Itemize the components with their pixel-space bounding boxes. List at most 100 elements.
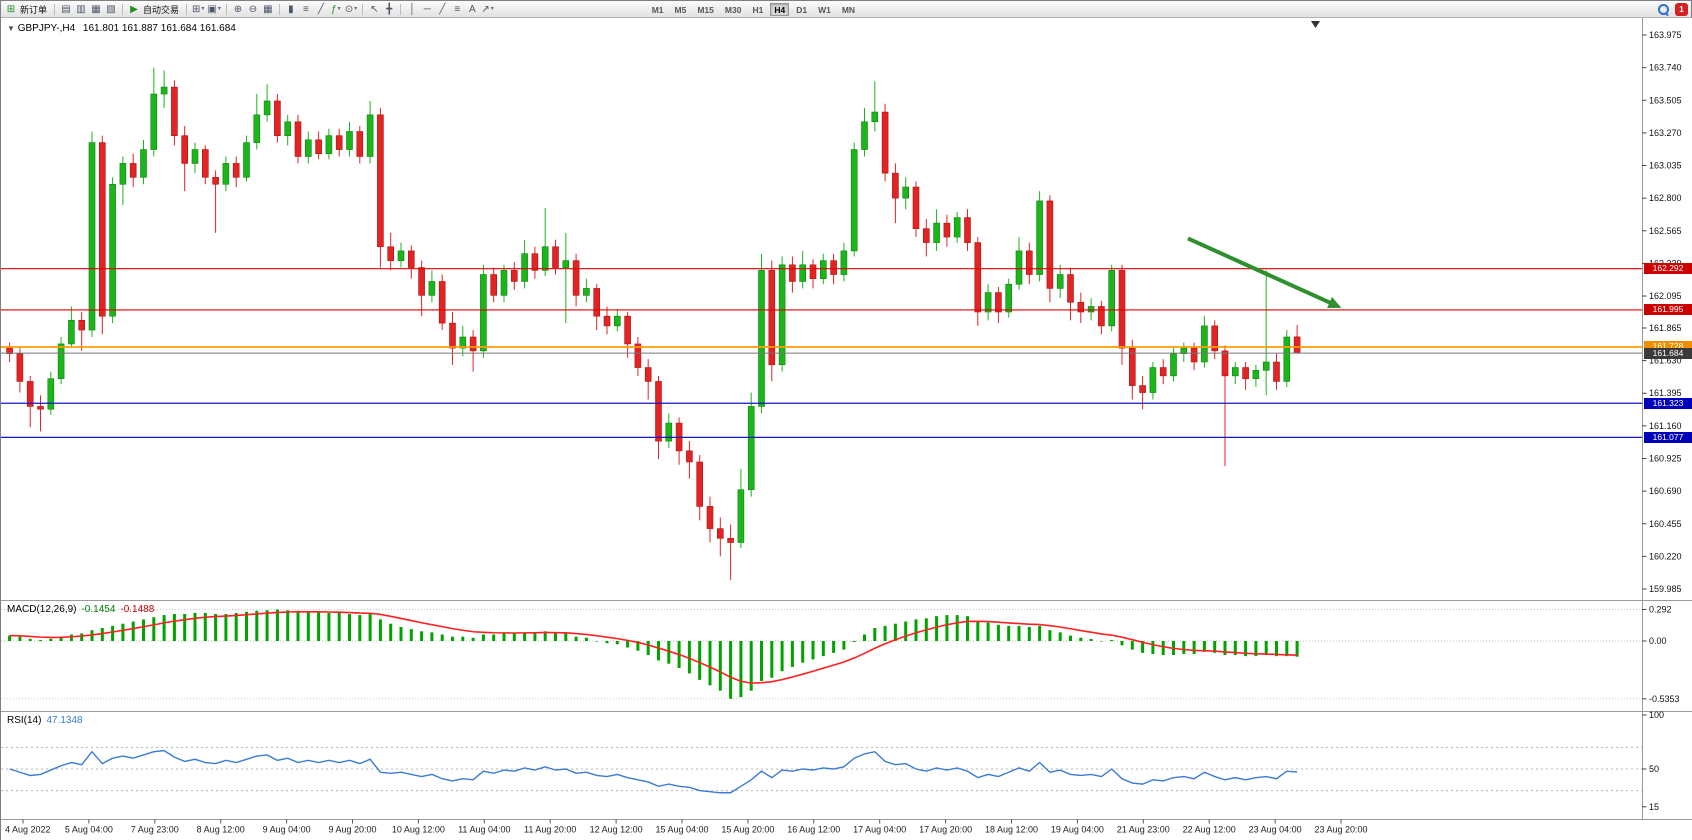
bar-mode-icon[interactable]: ≡ — [302, 3, 309, 15]
time-axis-label: 19 Aug 04:00 — [1051, 825, 1104, 835]
price-badge-resistance-line-1: 162.292 — [1644, 263, 1692, 275]
collapse-arrow-icon[interactable]: ▼ — [7, 24, 15, 33]
toolbar-separator — [362, 3, 364, 15]
symbol-period-label: GBPJPY-,H4 — [17, 23, 76, 34]
price-badge-resistance-line-2: 161.995 — [1644, 304, 1692, 316]
macd-name: MACD(12,26,9) — [7, 604, 77, 615]
profiles-icon[interactable]: ▣ ▾ — [207, 3, 221, 15]
search-icon[interactable] — [1657, 3, 1670, 16]
fibonacci-icon[interactable]: ≡ — [454, 3, 461, 15]
trendline-icon[interactable]: ╱ — [439, 3, 446, 15]
dropdown-caret-icon: ▾ — [201, 5, 205, 12]
cursor-icon[interactable]: ↖ — [370, 3, 379, 15]
dropdown-caret-icon: ▾ — [217, 5, 221, 12]
time-axis-label: 18 Aug 12:00 — [985, 825, 1038, 835]
rsi-name: RSI(14) — [7, 715, 42, 726]
price-axis-label: 163.270 — [1649, 128, 1682, 138]
chart-window[interactable]: 163.975 163.740 163.505 163.270 163.035 162.8… — [1, 18, 1692, 840]
new-order-icon[interactable]: ⊞ — [6, 3, 16, 15]
macd-axis-label: -0.5353 — [1649, 694, 1680, 704]
time-axis-label: 4 Aug 2022 — [5, 825, 51, 835]
timeframe-button-h1[interactable]: H1 — [752, 4, 764, 15]
rsi-axis-label: 15 — [1649, 802, 1659, 812]
macd-pane: 0.292 0.00 -0.5353 — [1, 604, 1680, 704]
price-axis-label: 162.095 — [1649, 291, 1682, 301]
text-tool-icon[interactable]: A — [468, 3, 476, 15]
toolbar-separator — [122, 3, 124, 15]
terminal-icon[interactable]: ▧ — [106, 3, 116, 15]
dropdown-caret-icon: ▾ — [337, 5, 341, 12]
macd-axis-label: 0.292 — [1649, 604, 1672, 614]
periods-icon[interactable]: ⊙ ▾ — [344, 3, 358, 15]
time-axis-label: 9 Aug 04:00 — [263, 825, 311, 835]
price-axis-label: 163.505 — [1649, 95, 1682, 105]
market-watch-icon[interactable]: ▤ — [61, 3, 71, 15]
candle-mode-icon[interactable]: ▮ — [288, 3, 294, 15]
auto-trading-icon[interactable]: ▶ — [130, 3, 138, 15]
price-axis-label: 161.865 — [1649, 323, 1682, 333]
timeframe-button-w1[interactable]: W1 — [818, 4, 831, 15]
vertical-line-icon[interactable]: │ — [409, 3, 416, 15]
indicators-icon[interactable]: ƒ ▾ — [331, 3, 341, 15]
time-axis-label: 23 Aug 20:00 — [1314, 825, 1367, 835]
arrows-tool-icon[interactable]: ↗ ▾ — [481, 3, 494, 15]
timeframe-button-mn[interactable]: MN — [841, 4, 856, 15]
rsi-axis-label: 50 — [1649, 764, 1659, 774]
timeframe-button-m15[interactable]: M15 — [697, 4, 714, 15]
tile-windows-icon[interactable]: ▦ — [263, 3, 273, 15]
notification-badge[interactable]: 1 — [1675, 2, 1688, 16]
time-axis-label: 10 Aug 12:00 — [392, 825, 445, 835]
horizontal-line-icon[interactable]: ─ — [423, 3, 431, 15]
rsi-pane: 100 50 15 — [1, 710, 1664, 812]
trend-arrow[interactable] — [1187, 236, 1342, 308]
price-lines-layer — [1, 268, 1642, 438]
navigator-icon[interactable]: ▦ — [91, 3, 101, 15]
rsi-indicator-label: RSI(14) 47.1348 — [7, 715, 83, 726]
chart-shift-marker-icon[interactable] — [1311, 21, 1320, 28]
price-axis-label: 159.985 — [1649, 584, 1682, 594]
time-axis-label: 7 Aug 23:00 — [131, 825, 179, 835]
time-axis-label: 8 Aug 12:00 — [197, 825, 245, 835]
macd-main-value: -0.1454 — [81, 604, 116, 615]
macd-indicator-label: MACD(12,26,9) -0.1454 -0.1488 — [7, 604, 154, 615]
price-badge-support-line-1: 161.323 — [1644, 397, 1692, 409]
price-badge-bid-price-line: 161.684 — [1644, 347, 1692, 359]
new-order-button[interactable]: 新订单 — [20, 4, 48, 15]
time-axis-label: 17 Aug 04:00 — [853, 825, 906, 835]
candles-layer — [6, 67, 1301, 580]
data-window-icon[interactable]: ▥ — [76, 3, 86, 15]
timeframe-button-m30[interactable]: M30 — [724, 4, 742, 15]
timeframe-button-h4[interactable]: H4 — [770, 2, 790, 16]
timeframe-button-d1[interactable]: D1 — [796, 4, 808, 15]
toolbar-separator — [54, 3, 56, 15]
price-badge-pivot-line: 161.728 — [1644, 341, 1692, 353]
time-axis-label: 23 Aug 04:00 — [1249, 825, 1302, 835]
time-axis-label: 22 Aug 12:00 — [1183, 825, 1236, 835]
timeframe-button-m5[interactable]: M5 — [674, 4, 687, 15]
zoom-in-icon[interactable]: ⊕ — [233, 3, 243, 15]
price-axis-label: 161.630 — [1649, 356, 1682, 366]
time-axis-label: 21 Aug 23:00 — [1117, 825, 1170, 835]
toolbar-separator — [186, 3, 188, 15]
time-axis-label: 5 Aug 04:00 — [65, 825, 113, 835]
time-axis-label: 17 Aug 20:00 — [919, 825, 972, 835]
time-axis-label: 16 Aug 12:00 — [787, 825, 840, 835]
chart-title: ▼ GBPJPY-,H4 161.801 161.887 161.684 161… — [7, 23, 236, 34]
macd-signal-value: -0.1488 — [120, 604, 155, 615]
timeframe-button-m1[interactable]: M1 — [651, 4, 664, 15]
line-mode-icon[interactable]: ╱ — [317, 3, 324, 15]
price-axis-label: 162.800 — [1649, 193, 1682, 203]
crosshair-icon[interactable]: ╋ — [386, 3, 393, 15]
ohlc-values: 161.801 161.887 161.684 161.684 — [82, 23, 236, 34]
price-axis-label: 163.740 — [1649, 63, 1682, 73]
new-chart-icon[interactable]: ⊞ ▾ — [192, 3, 205, 15]
price-axis-label: 163.975 — [1649, 30, 1682, 40]
time-axis-label: 11 Aug 04:00 — [458, 825, 510, 835]
auto-trading-button[interactable]: 自动交易 — [143, 4, 180, 15]
zoom-out-icon[interactable]: ⊖ — [248, 3, 258, 15]
macd-axis-label: 0.00 — [1649, 636, 1667, 646]
time-axis-label: 12 Aug 12:00 — [590, 825, 643, 835]
price-axis-label: 160.690 — [1649, 486, 1682, 496]
toolbar-separator — [225, 3, 227, 15]
price-axis-label: 161.160 — [1649, 421, 1682, 431]
